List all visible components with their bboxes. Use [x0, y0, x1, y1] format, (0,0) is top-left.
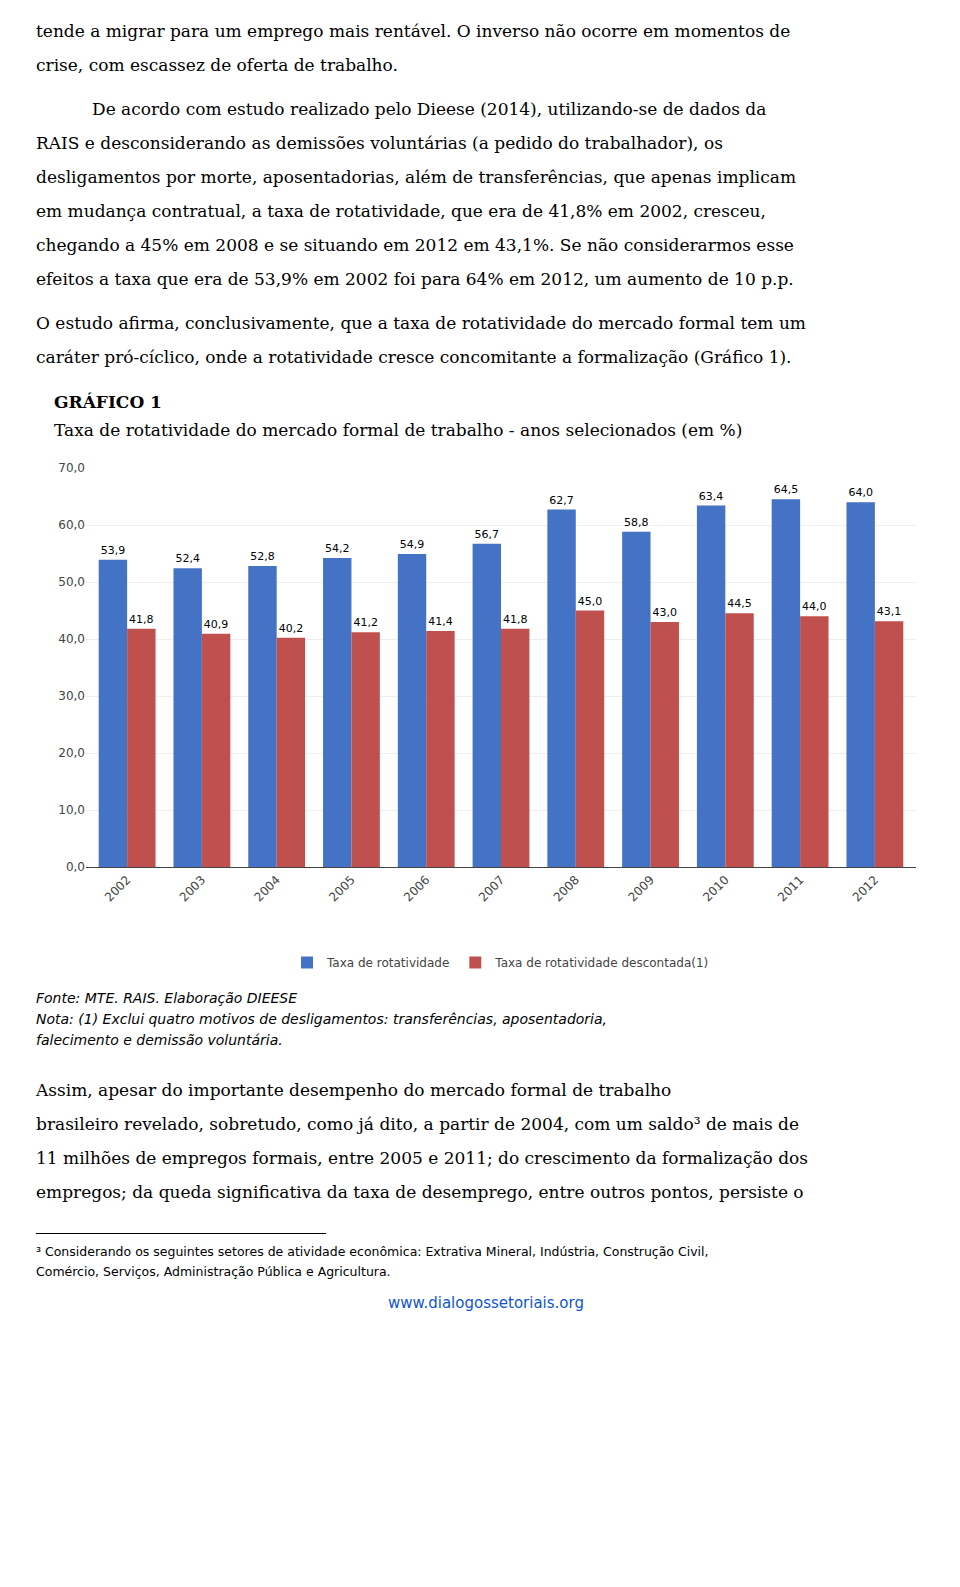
svg-text:2008: 2008 — [551, 873, 582, 904]
svg-text:2007: 2007 — [476, 873, 507, 904]
svg-text:56,7: 56,7 — [475, 528, 500, 541]
svg-text:44,0: 44,0 — [802, 600, 827, 613]
html-text:³ Considerando os seguintes se: ³ Considerando os seguintes setores de a… — [36, 1244, 709, 1259]
svg-text:41,4: 41,4 — [428, 615, 453, 628]
html-text:efeitos a taxa que era de 53,9: efeitos a taxa que era de 53,9% em 2002 … — [36, 269, 794, 289]
svg-text:2005: 2005 — [326, 873, 357, 904]
svg-text:Taxa de rotatividade descontad: Taxa de rotatividade descontada(1) — [494, 956, 708, 970]
html-text:empregos; da queda significati: empregos; da queda significativa da taxa… — [36, 1182, 804, 1202]
svg-text:58,8: 58,8 — [624, 516, 649, 529]
html-text:falecimento e demissão voluntá: falecimento e demissão voluntária. — [36, 1032, 283, 1048]
svg-text:40,9: 40,9 — [204, 618, 229, 631]
svg-text:70,0: 70,0 — [58, 461, 85, 475]
html-text:chegando a 45% em 2008 e se si: chegando a 45% em 2008 e se situando em … — [36, 235, 794, 255]
svg-text:2006: 2006 — [401, 873, 432, 904]
svg-text:62,7: 62,7 — [549, 494, 574, 507]
html-text:brasileiro revelado, sobretudo: brasileiro revelado, sobretudo, como já … — [36, 1114, 799, 1134]
html-text:RAIS e desconsiderando as demi: RAIS e desconsiderando as demissões volu… — [36, 133, 723, 153]
svg-text:41,2: 41,2 — [353, 616, 378, 629]
svg-text:52,8: 52,8 — [250, 550, 275, 563]
html-text:desligamentos por morte, apose: desligamentos por morte, aposentadorias,… — [36, 167, 797, 187]
svg-text:2009: 2009 — [625, 873, 656, 904]
html-text:Assim, apesar do importante de: Assim, apesar do importante desempenho d… — [36, 1080, 672, 1100]
svg-text:41,8: 41,8 — [503, 613, 527, 626]
svg-text:Taxa de rotatividade: Taxa de rotatividade — [326, 956, 449, 970]
svg-text:2002: 2002 — [102, 873, 133, 904]
svg-text:53,9: 53,9 — [101, 544, 126, 557]
svg-text:2010: 2010 — [700, 873, 731, 904]
html-text:11 milhões de empregos formais: 11 milhões de empregos formais, entre 20… — [36, 1148, 808, 1168]
svg-text:30,0: 30,0 — [58, 689, 85, 703]
html-text:em mudança contratual, a taxa: em mudança contratual, a taxa de rotativ… — [36, 201, 766, 221]
html-text:crise, com escassez de oferta: crise, com escassez de oferta de trabalh… — [36, 55, 398, 75]
html-text:Nota: (1) Exclui quatro motivo: Nota: (1) Exclui quatro motivos de desli… — [36, 1011, 607, 1027]
svg-text:50,0: 50,0 — [58, 575, 85, 589]
html-text:www.dialogossetoriais.org: www.dialogossetoriais.org — [388, 1294, 584, 1312]
svg-text:2012: 2012 — [850, 873, 881, 904]
svg-text:45,0: 45,0 — [578, 595, 603, 608]
svg-text:54,9: 54,9 — [400, 538, 425, 551]
svg-text:43,1: 43,1 — [877, 605, 902, 618]
html-text:GRÁFICO 1: GRÁFICO 1 — [54, 392, 162, 412]
html-text:tende a migrar para um emprego: tende a migrar para um emprego mais rent… — [36, 21, 791, 41]
html-text:De acordo com estudo realizado: De acordo com estudo realizado pelo Diee… — [92, 99, 767, 119]
svg-text:54,2: 54,2 — [325, 542, 350, 555]
html-text:Taxa de rotatividade do mercad: Taxa de rotatividade do mercado formal d… — [54, 420, 743, 440]
svg-text:64,5: 64,5 — [774, 483, 799, 496]
svg-text:40,0: 40,0 — [58, 632, 85, 646]
svg-text:0,0: 0,0 — [66, 860, 85, 874]
html-text:O estudo afirma, conclusivamen: O estudo afirma, conclusivamente, que a … — [36, 313, 806, 333]
svg-text:63,4: 63,4 — [699, 490, 724, 503]
svg-text:2011: 2011 — [775, 873, 806, 904]
svg-text:2003: 2003 — [177, 873, 208, 904]
svg-text:52,4: 52,4 — [175, 552, 200, 565]
svg-text:2004: 2004 — [252, 873, 283, 904]
html-text:Fonte: MTE. RAIS. Elaboração D: Fonte: MTE. RAIS. Elaboração DIEESE — [36, 990, 298, 1006]
svg-text:40,2: 40,2 — [279, 622, 304, 635]
html-text:caráter pró-cíclico, onde a ro: caráter pró-cíclico, onde a rotatividade… — [36, 347, 792, 367]
html-text:Comércio, Serviços, Administra: Comércio, Serviços, Administração Públic… — [36, 1264, 391, 1279]
svg-text:60,0: 60,0 — [58, 518, 85, 532]
svg-text:10,0: 10,0 — [58, 803, 85, 817]
svg-text:20,0: 20,0 — [58, 746, 85, 760]
svg-text:41,8: 41,8 — [129, 613, 154, 626]
svg-text:43,0: 43,0 — [653, 606, 678, 619]
svg-text:64,0: 64,0 — [848, 486, 873, 499]
svg-text:44,5: 44,5 — [727, 597, 752, 610]
